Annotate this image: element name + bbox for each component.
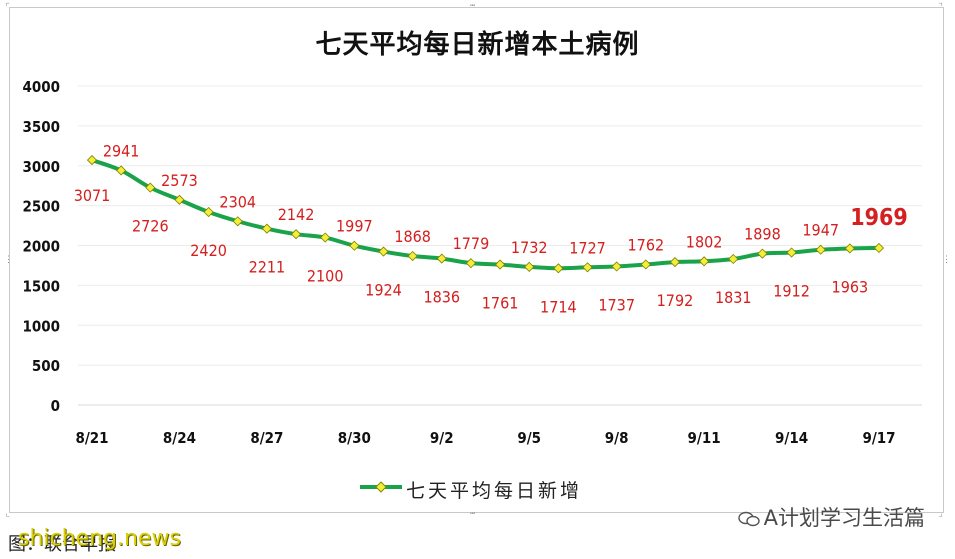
frame-handle-top-left: ⌜ xyxy=(5,2,11,12)
data-point xyxy=(261,223,272,234)
legend-swatch xyxy=(360,481,402,493)
x-tick-label: 8/24 xyxy=(163,429,196,447)
grid-lines xyxy=(78,85,922,366)
data-point xyxy=(611,261,622,272)
data-label: 2304 xyxy=(219,192,256,211)
data-label: 3071 xyxy=(74,186,111,205)
data-label: 1868 xyxy=(394,227,431,246)
data-point xyxy=(203,206,214,218)
x-tick-label: 9/14 xyxy=(775,429,808,447)
data-label: 1997 xyxy=(336,217,373,236)
y-tick-label: 3000 xyxy=(22,158,60,176)
data-label: 2142 xyxy=(278,205,315,224)
watermark: A计划学习生活篇 xyxy=(737,502,925,532)
y-tick-label: 2500 xyxy=(22,198,60,216)
data-label: 1732 xyxy=(511,238,548,257)
data-label: 1792 xyxy=(657,291,694,310)
x-tick-label: 9/17 xyxy=(862,429,895,447)
data-label: 2941 xyxy=(103,141,140,160)
data-point xyxy=(699,256,710,267)
series-markers xyxy=(86,155,885,274)
x-tick-label: 9/11 xyxy=(688,429,721,447)
data-point xyxy=(728,253,739,265)
data-label: 1762 xyxy=(628,235,665,254)
x-tick-label: 9/2 xyxy=(430,429,454,447)
data-point xyxy=(786,247,797,258)
data-point xyxy=(290,229,302,240)
y-tick-label: 1500 xyxy=(22,277,60,295)
data-point xyxy=(873,242,885,254)
data-point xyxy=(232,216,243,227)
data-point xyxy=(465,258,476,269)
y-tick-label: 0 xyxy=(51,397,60,415)
data-labels: 3071 2941 2726 2573 2420 2304 2211 2142 2100 1997… xyxy=(74,141,908,316)
x-tick-label: 8/27 xyxy=(250,429,283,447)
data-label: 2573 xyxy=(161,171,198,190)
watermark-text: A计划学习生活篇 xyxy=(763,506,925,530)
y-tick-label: 500 xyxy=(32,357,60,375)
data-point xyxy=(669,257,681,268)
data-point xyxy=(378,246,389,257)
x-tick-label: 8/21 xyxy=(75,429,108,447)
data-label: 1831 xyxy=(715,288,752,307)
x-tick-label: 9/5 xyxy=(517,429,541,447)
frame-handle-middle-right: ⋮ xyxy=(942,255,951,265)
data-point xyxy=(116,165,127,176)
frame-handle-bottom-left: ⌞ xyxy=(5,509,11,519)
wechat-icon xyxy=(737,511,760,527)
data-point xyxy=(145,182,156,193)
data-label: 1737 xyxy=(598,295,635,314)
data-point xyxy=(524,261,535,272)
frame-handle-top-middle: ⋯ xyxy=(470,1,476,11)
y-tick-label: 1000 xyxy=(22,317,60,335)
data-point xyxy=(86,155,98,166)
data-label: 1912 xyxy=(773,282,810,301)
data-point xyxy=(582,262,593,273)
data-label: 1802 xyxy=(686,232,723,251)
data-label: 1969 xyxy=(850,205,908,231)
chart-title: 七天平均每日新增本土病例 xyxy=(315,30,640,60)
data-label: 1963 xyxy=(832,277,869,296)
frame-handle-top-right: ⌝ xyxy=(938,2,944,12)
x-tick-label: 8/30 xyxy=(338,429,371,447)
data-label: 2211 xyxy=(249,258,286,277)
frame-handle-middle-left: ⋮ xyxy=(4,255,13,265)
frame-handle-bottom-right: ⌟ xyxy=(938,509,944,519)
data-point xyxy=(320,232,331,243)
y-axis-tick-labels: 0 500 1000 1500 2000 2500 3000 3500 4000 xyxy=(22,78,60,415)
data-point xyxy=(553,263,564,274)
x-tick-label: 9/8 xyxy=(605,429,629,447)
site-watermark: shicheng.news xyxy=(18,526,181,551)
data-point xyxy=(495,259,506,270)
data-label: 1898 xyxy=(744,225,781,244)
data-point xyxy=(640,259,651,270)
data-label: 1779 xyxy=(453,234,490,253)
x-axis-tick-labels: 8/21 8/24 8/27 8/30 9/2 9/5 9/8 9/11 9/14 9/17 xyxy=(75,429,895,447)
data-point xyxy=(757,248,768,259)
data-point xyxy=(844,243,855,254)
data-point xyxy=(349,240,360,251)
data-label: 1727 xyxy=(569,238,606,257)
legend-label: 七天平均每日新增 xyxy=(406,480,583,502)
chart-frame xyxy=(9,7,944,513)
data-point xyxy=(815,244,826,255)
y-tick-label: 3500 xyxy=(22,118,60,136)
frame-handle-bottom-middle: ⋯ xyxy=(470,509,476,519)
data-label: 2420 xyxy=(190,241,227,260)
data-point xyxy=(436,253,447,264)
data-point xyxy=(407,250,418,262)
data-label: 1947 xyxy=(802,221,839,240)
y-tick-label: 2000 xyxy=(22,238,60,256)
data-label: 2726 xyxy=(132,217,169,236)
source-credit: 图：联合早报 xyxy=(8,534,116,555)
data-point xyxy=(174,194,185,205)
y-tick-label: 4000 xyxy=(22,78,60,96)
series-line xyxy=(90,158,881,271)
data-label: 1761 xyxy=(482,294,519,313)
data-label: 1924 xyxy=(365,281,402,300)
data-label: 1714 xyxy=(540,297,577,316)
data-label: 1836 xyxy=(423,288,460,307)
data-label: 2100 xyxy=(307,267,344,286)
